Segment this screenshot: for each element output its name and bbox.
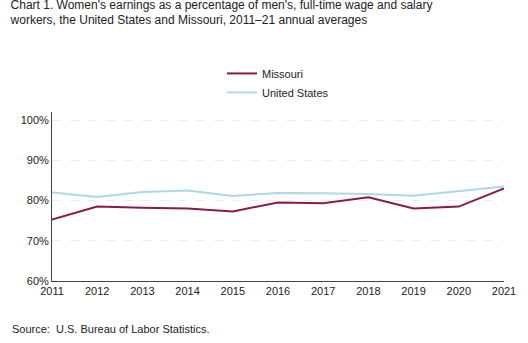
svg-text:2020: 2020 — [447, 285, 471, 297]
svg-text:2013: 2013 — [130, 285, 154, 297]
svg-text:90%: 90% — [27, 154, 49, 166]
svg-text:United States: United States — [262, 87, 329, 99]
svg-text:2016: 2016 — [266, 285, 290, 297]
svg-text:100%: 100% — [21, 114, 49, 126]
svg-text:Missouri: Missouri — [262, 68, 303, 80]
svg-text:2019: 2019 — [401, 285, 425, 297]
svg-text:80%: 80% — [27, 194, 49, 206]
svg-text:2018: 2018 — [356, 285, 380, 297]
svg-text:2011: 2011 — [40, 285, 64, 297]
svg-text:2015: 2015 — [221, 285, 245, 297]
svg-text:Chart 1. Women's earnings as a: Chart 1. Women's earnings as a percentag… — [10, 0, 433, 27]
svg-text:70%: 70% — [27, 235, 49, 247]
svg-text:2012: 2012 — [85, 285, 109, 297]
svg-text:2014: 2014 — [175, 285, 199, 297]
svg-text:2017: 2017 — [311, 285, 335, 297]
svg-text:Source: U.S. Bureau of Labor: Source: U.S. Bureau of Labor Statistics. — [12, 323, 209, 335]
svg-text:60%: 60% — [27, 275, 49, 287]
svg-text:2021: 2021 — [492, 285, 516, 297]
